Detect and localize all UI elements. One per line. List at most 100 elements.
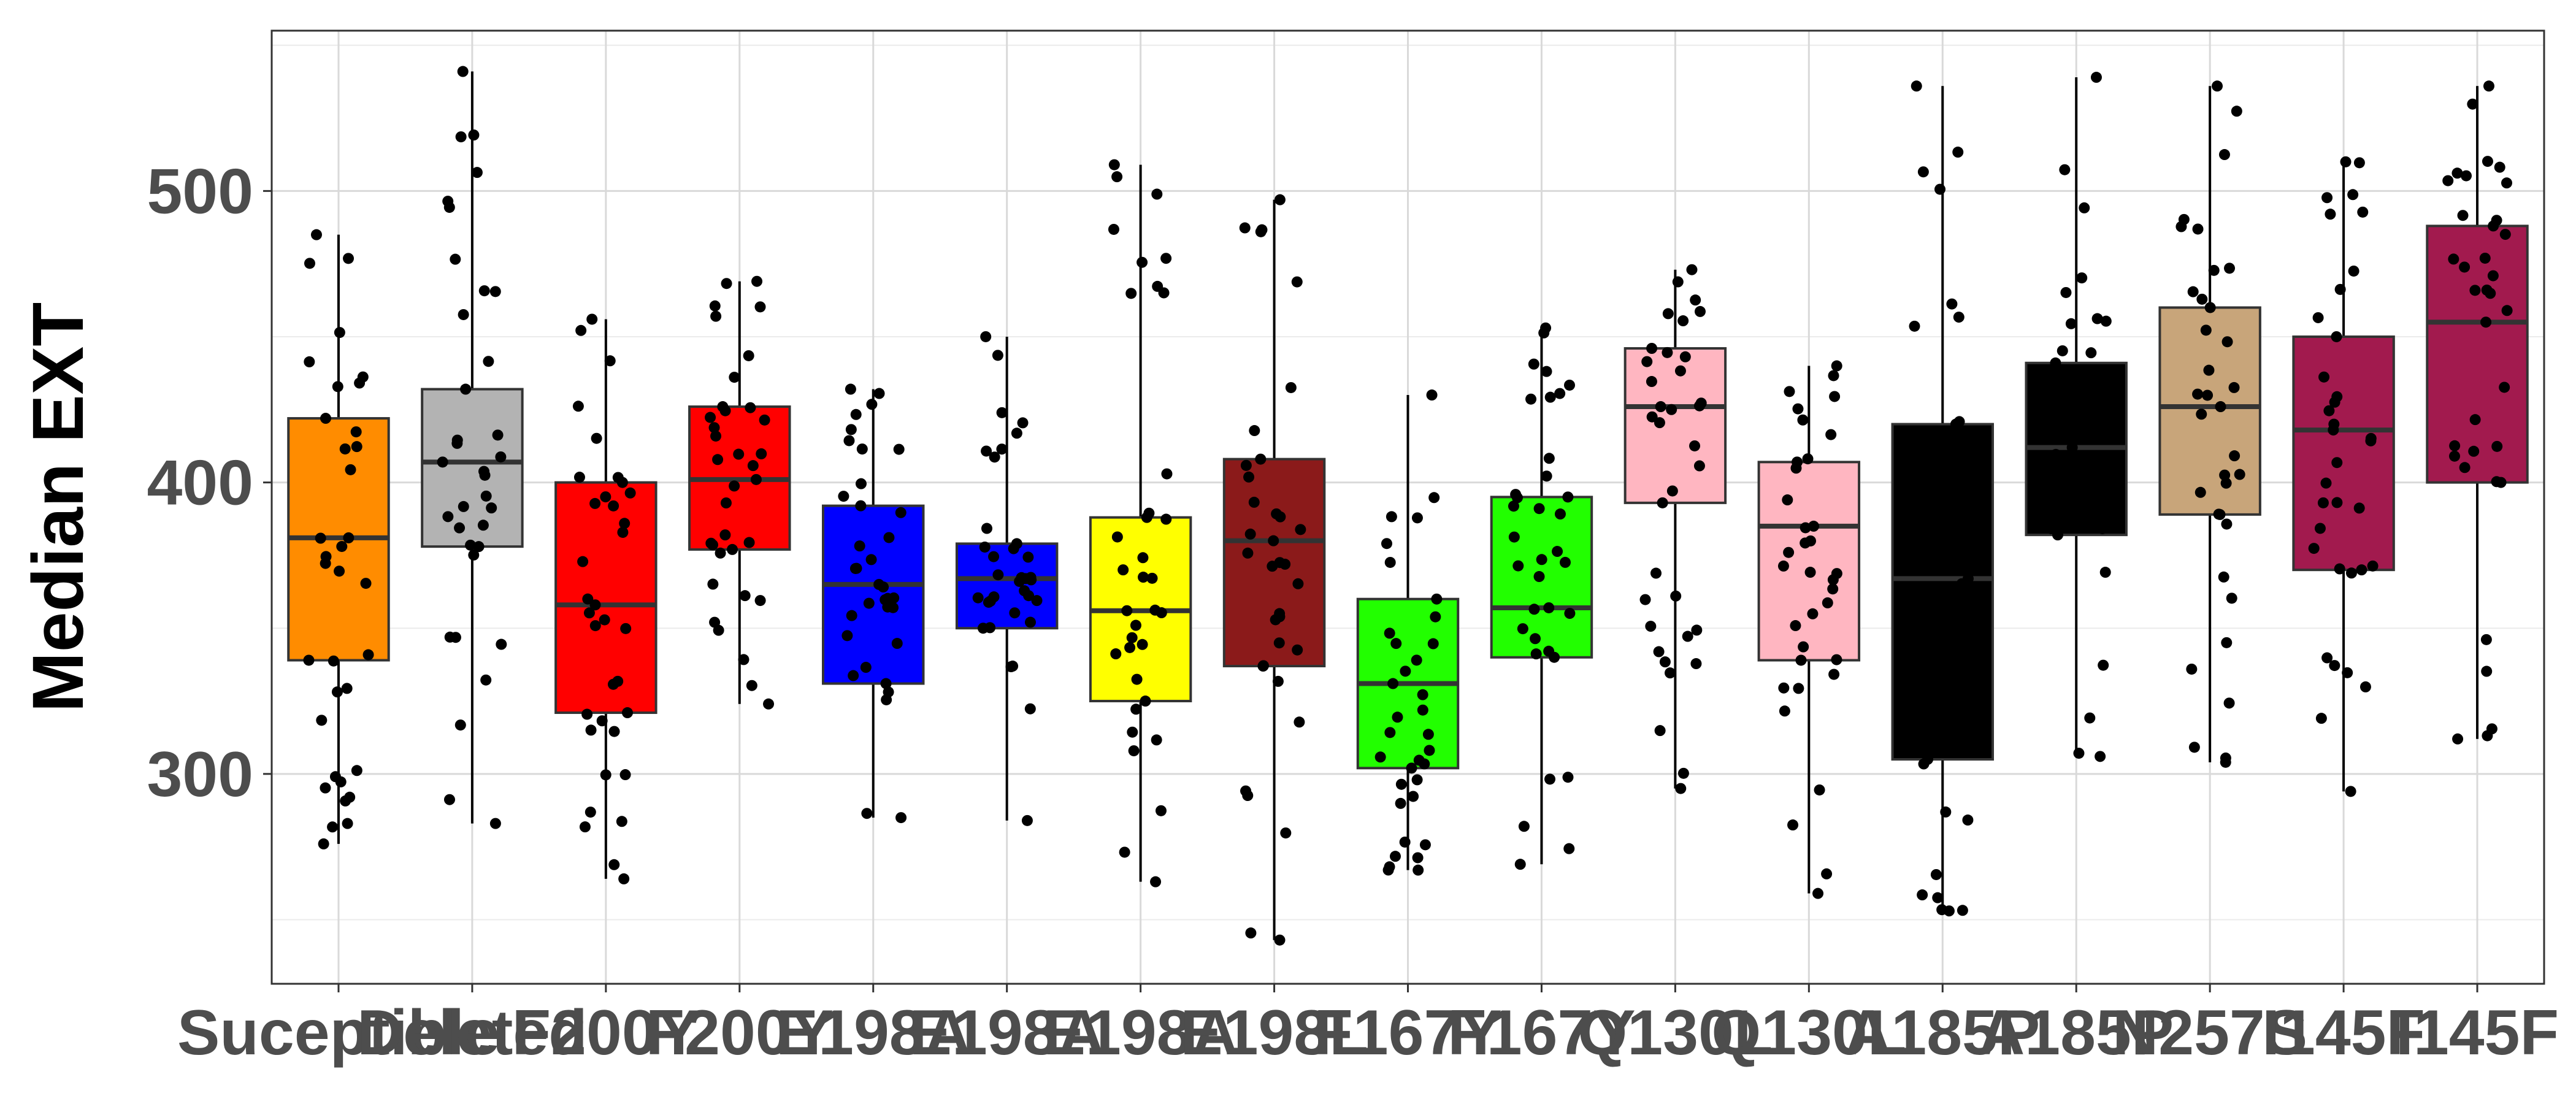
data-point [320, 413, 332, 424]
data-point [1536, 554, 1547, 565]
data-point [1932, 892, 1944, 903]
data-point [1959, 738, 1971, 750]
data-point [1255, 453, 1267, 465]
data-point [1538, 327, 1550, 339]
data-point [1641, 356, 1653, 367]
data-point [483, 356, 494, 367]
data-point [2331, 331, 2342, 342]
data-point [2448, 253, 2459, 265]
x-tick-label: F200Y [512, 997, 700, 1068]
data-point [1953, 416, 1965, 427]
data-point [617, 526, 629, 538]
data-point [1541, 470, 1552, 482]
data-point [341, 683, 353, 694]
data-point [1392, 711, 1403, 723]
x-tick-label: I145F [2396, 997, 2559, 1068]
data-point [719, 529, 731, 541]
data-point [1271, 508, 1282, 519]
box-body [421, 388, 524, 548]
data-point [600, 491, 611, 503]
data-point [2459, 462, 2471, 473]
data-point [1137, 638, 1148, 650]
data-point [1274, 608, 1286, 619]
data-point [2451, 167, 2463, 179]
data-point [2195, 486, 2206, 498]
data-point [1944, 548, 1956, 560]
data-point [573, 472, 585, 483]
data-point [2314, 523, 2326, 534]
data-point [1784, 386, 1795, 397]
data-point [1639, 594, 1651, 605]
data-point [719, 405, 731, 416]
data-point [1909, 320, 1920, 332]
data-point [984, 596, 996, 607]
data-point [357, 371, 369, 383]
data-point [2082, 497, 2094, 508]
data-point [2353, 157, 2365, 169]
data-point [608, 500, 619, 512]
data-point [1292, 578, 1304, 589]
data-point [1646, 411, 1658, 423]
data-point [2501, 305, 2513, 316]
data-point [1137, 552, 1149, 564]
x-tick-label: E198A [910, 997, 1105, 1068]
data-point [589, 620, 601, 632]
data-point [1795, 654, 1807, 666]
data-point [881, 694, 892, 705]
data-point [855, 500, 867, 512]
data-point [480, 674, 492, 686]
data-point [841, 630, 853, 642]
data-point [1140, 696, 1151, 707]
data-point [1938, 731, 1949, 743]
data-point [1917, 166, 1929, 178]
data-point [304, 258, 315, 269]
data-point [442, 511, 454, 523]
data-point [750, 473, 762, 485]
data-point [2050, 357, 2061, 369]
data-point [1111, 171, 1123, 183]
data-point [2098, 659, 2109, 671]
data-point [2066, 442, 2078, 453]
data-point [1783, 546, 1795, 558]
data-point [1149, 604, 1161, 616]
data-point [746, 680, 757, 691]
data-point [457, 66, 469, 77]
data-point [992, 350, 1003, 361]
box-0 [287, 234, 390, 844]
data-point [845, 383, 856, 395]
data-point [861, 808, 873, 819]
data-point [585, 807, 596, 818]
data-point [2059, 164, 2071, 175]
data-point [618, 873, 630, 884]
data-point [1961, 448, 1973, 459]
data-point [1662, 347, 1673, 358]
data-point [1918, 562, 1930, 574]
data-point [1280, 827, 1292, 839]
data-point [455, 131, 467, 143]
data-point [344, 791, 356, 803]
box-body [554, 481, 657, 715]
data-point [2467, 98, 2478, 110]
data-point [866, 399, 878, 410]
data-point [1387, 678, 1399, 689]
data-point [1411, 774, 1423, 786]
data-point [1940, 806, 1952, 818]
data-point [585, 724, 597, 736]
data-point [2221, 637, 2233, 648]
data-point [2226, 592, 2237, 604]
data-point [621, 707, 633, 719]
data-point [1563, 843, 1575, 854]
data-point [1552, 546, 1563, 558]
data-point [1690, 294, 1701, 306]
data-point [1804, 567, 1816, 578]
data-point [1422, 729, 1434, 740]
data-point [342, 818, 353, 829]
box-10 [1623, 269, 1727, 789]
data-point [1689, 440, 1701, 451]
data-point [2047, 383, 2058, 394]
box-9 [1490, 328, 1593, 865]
data-point [2065, 318, 2077, 329]
data-point [2045, 523, 2057, 535]
data-point [1782, 494, 1793, 506]
data-point [2213, 508, 2225, 520]
